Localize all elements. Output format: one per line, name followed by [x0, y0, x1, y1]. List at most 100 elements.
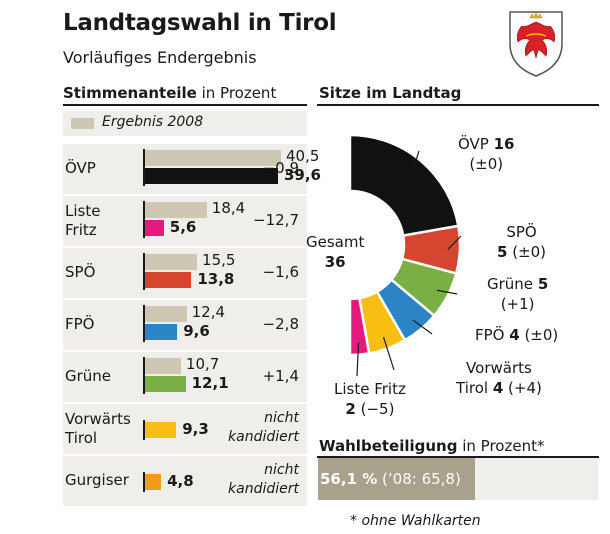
seat-leader-line: [356, 342, 360, 377]
seats-rule: [317, 104, 599, 106]
value-label-2008: 18,4: [211, 199, 246, 217]
seat-slice: [348, 133, 460, 238]
bar-2013: [145, 474, 162, 490]
bar-2013: [145, 220, 164, 236]
bar-2013: [145, 168, 278, 184]
bar-axis: [143, 472, 145, 492]
change-label: nicht kandidiert: [228, 410, 299, 445]
change-label: −12,7: [253, 211, 299, 229]
value-label-2013: 9,3: [182, 420, 209, 438]
bar-2008: [145, 254, 198, 270]
legend-box: [63, 111, 307, 136]
bar-2013: [145, 272, 192, 288]
seat-label-party: SPÖ: [506, 223, 537, 241]
seat-label-party: FPÖ 4 (±0): [475, 326, 559, 344]
vote-share-row: Vorwärts Tirol 9,3 nicht kandidiert: [63, 404, 307, 454]
vote-share-row: Liste Fritz 18,4 5,6 −12,7: [63, 196, 307, 246]
party-label: Gurgiser: [65, 471, 129, 489]
vote-share-heading: Stimmenanteile in Prozent: [63, 84, 276, 102]
change-label: nicht kandidiert: [228, 462, 299, 497]
value-label-2008: 40,5: [286, 147, 320, 165]
vote-share-row: ÖVP 40,5 39,6 −0,9: [63, 144, 321, 194]
seat-label-party: Vorwärts: [466, 359, 532, 377]
seat-label-detail: Tirol 4 (+4): [456, 379, 542, 397]
seat-leader-line: [436, 289, 458, 295]
seat-label: FPÖ 4 (±0): [475, 325, 558, 345]
bar-2008: [145, 202, 207, 218]
seats-center-label: Gesamt: [306, 233, 365, 251]
seat-label-party: ÖVP 16: [458, 135, 515, 153]
bar-2013: [145, 376, 186, 392]
value-label-2008: 12,4: [191, 303, 226, 321]
legend-label-2008: Ergebnis 2008: [102, 114, 204, 130]
seat-leader-line: [412, 150, 420, 171]
page-title: Landtagswahl in Tirol: [63, 10, 337, 36]
vote-share-row: SPÖ 15,5 13,8 −1,6: [63, 248, 307, 298]
seats-total-value: 36: [324, 253, 346, 271]
turnout-value-label: 56,1 %: [320, 470, 378, 488]
turnout-previous-label: (’08: 65,8): [377, 470, 461, 488]
tirol-eagle-coat-of-arms-icon: [509, 11, 563, 77]
seat-label: Grüne 5 (+1): [487, 274, 548, 314]
value-label-2013: 13,8: [197, 270, 235, 288]
turnout-heading-rest: in Prozent*: [457, 437, 545, 455]
party-label: FPÖ: [65, 315, 95, 333]
bar-axis: [143, 357, 145, 394]
value-label-2013: 5,6: [169, 218, 197, 236]
value-label-2013: 4,8: [167, 472, 194, 490]
value-label-2008: 10,7: [185, 355, 220, 373]
seat-label: Vorwärts Tirol 4 (+4): [456, 358, 542, 398]
party-label: SPÖ: [65, 263, 96, 281]
seat-label-detail: (+1): [500, 295, 535, 313]
seat-label: SPÖ 5 (±0): [497, 222, 546, 262]
party-label: Vorwärts Tirol: [65, 410, 131, 447]
turnout-value: 56,1 % (’08: 65,8): [320, 470, 461, 488]
bar-axis: [143, 253, 145, 290]
bar-2008: [145, 358, 181, 374]
bar-axis: [143, 305, 145, 342]
vote-share-row: FPÖ 12,4 9,6 −2,8: [63, 300, 307, 350]
turnout-bar-fill: [318, 458, 476, 500]
change-label: −1,6: [262, 263, 299, 281]
value-label-2008: 15,5: [202, 251, 236, 269]
seat-label: Liste Fritz 2 (−5): [334, 379, 406, 419]
seat-slice: [348, 296, 371, 357]
party-label: ÖVP: [65, 159, 96, 177]
seat-label-detail: 2 (−5): [345, 400, 395, 418]
vote-share-heading-bold: Stimmenanteile: [63, 84, 197, 102]
change-label: −2,8: [262, 315, 299, 333]
turnout-footnote: * ohne Wahlkarten: [350, 513, 481, 529]
seats-heading: Sitze im Landtag: [319, 84, 462, 102]
bar-2013: [145, 422, 177, 438]
vote-share-rule: [63, 104, 307, 106]
bar-axis: [143, 420, 145, 440]
turnout-rule: [317, 456, 599, 458]
seat-label-party: Grüne 5: [487, 275, 549, 293]
seats-half-donut-chart: [348, 133, 462, 377]
turnout-heading-bold: Wahlbeteiligung: [319, 437, 458, 455]
bar-2013: [145, 324, 178, 340]
vote-share-row: Grüne 10,7 12,1 +1,4: [63, 352, 307, 402]
page-subtitle: Vorläufiges Endergebnis: [63, 48, 257, 67]
seat-label-party: Liste Fritz: [334, 380, 406, 398]
vote-share-row: Gurgiser 4,8 nicht kandidiert: [63, 456, 307, 506]
value-label-2013: 39,6: [283, 166, 321, 184]
seat-label: ÖVP 16 (±0): [458, 134, 515, 174]
value-label-2013: 9,6: [183, 322, 210, 340]
seat-label-detail: 5 (±0): [497, 243, 547, 261]
seat-leader-line: [447, 235, 462, 250]
vote-share-heading-rest: in Prozent: [196, 84, 277, 102]
party-label: Liste Fritz: [65, 202, 101, 239]
bar-axis: [143, 149, 145, 186]
seat-label-detail: (±0): [469, 155, 504, 173]
seat-leader-line: [412, 319, 433, 335]
bar-2008: [145, 150, 281, 166]
change-label: −0,9: [262, 159, 299, 177]
seats-total-label: Gesamt 36: [306, 232, 364, 272]
legend-swatch-2008: [71, 118, 94, 129]
bar-2008: [145, 306, 187, 322]
turnout-heading: Wahlbeteiligung in Prozent*: [319, 437, 544, 455]
bar-axis: [143, 201, 145, 238]
seat-leader-line: [382, 336, 395, 371]
party-label: Grüne: [65, 367, 112, 385]
